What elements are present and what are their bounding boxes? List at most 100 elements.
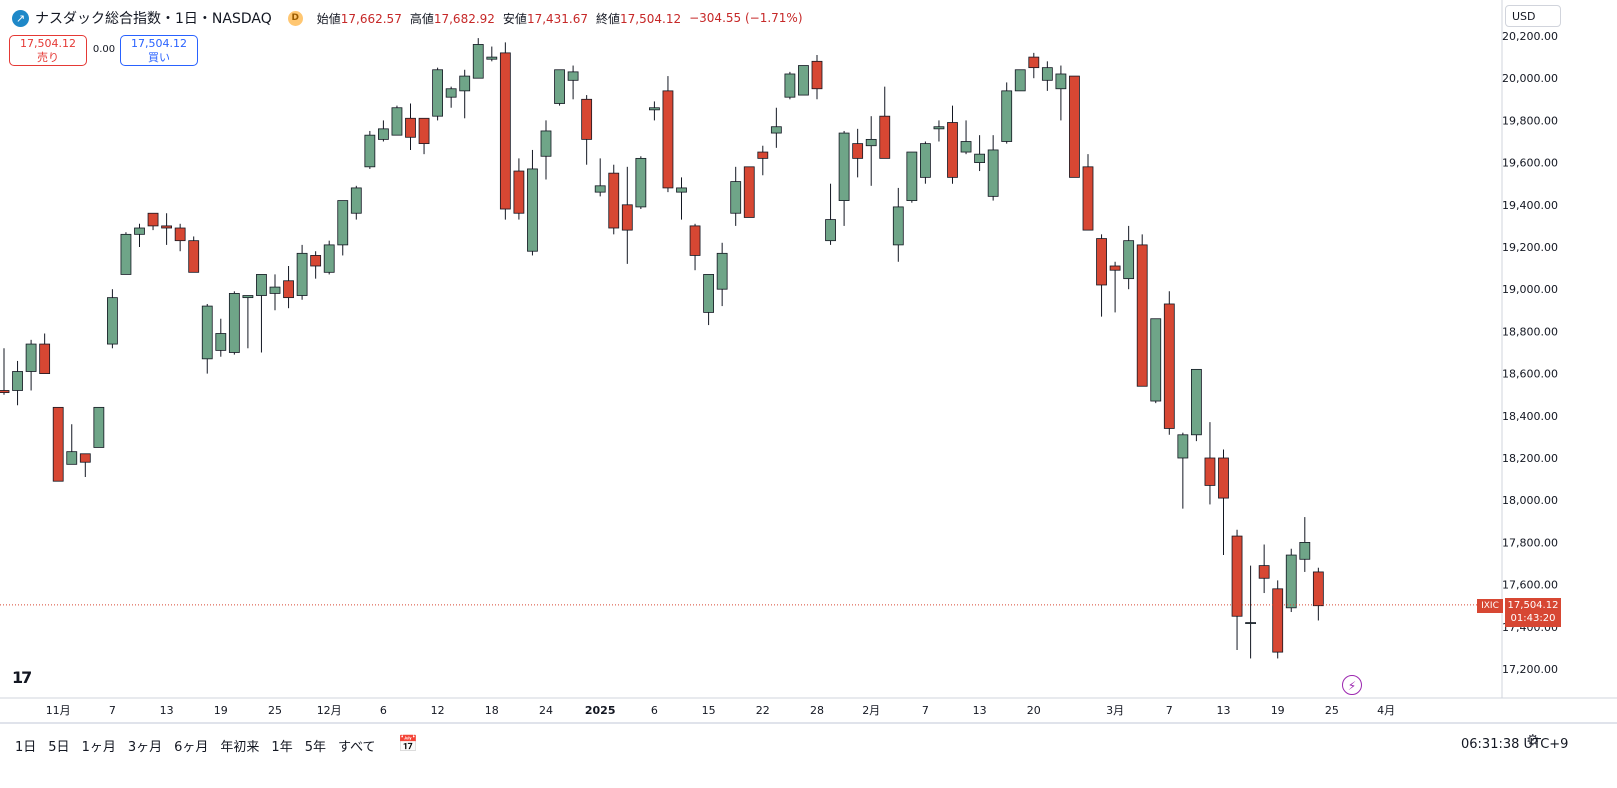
time-tick-label: 6 [380, 704, 387, 717]
candle [527, 149, 538, 256]
candle [201, 303, 213, 374]
price-tick-label: 19,000.00 [1502, 283, 1558, 296]
candle [770, 107, 782, 148]
low-value: 安値17,431.67 [502, 11, 589, 26]
candle [1299, 517, 1311, 572]
candle [594, 158, 606, 197]
tradingview-logo[interactable]: 17 [12, 668, 32, 687]
candle [1177, 432, 1189, 509]
candle [1163, 291, 1175, 435]
time-tick-label: 7 [109, 704, 116, 717]
candle [838, 130, 850, 226]
time-tick-label: 24 [539, 704, 553, 717]
lightning-icon[interactable]: ⚡ [1342, 675, 1362, 695]
time-tick-label: 28 [810, 704, 824, 717]
range-all[interactable]: すべて [337, 740, 376, 755]
range-5y[interactable]: 5年 [304, 740, 326, 755]
buy-label: 買い [148, 51, 170, 64]
candle [662, 76, 674, 193]
candle [811, 54, 823, 100]
spread-value: 0.00 [92, 44, 116, 55]
candle [1014, 69, 1026, 92]
candle [337, 200, 349, 256]
candle [323, 240, 335, 275]
candle [1109, 261, 1121, 313]
buy-button[interactable]: 17,504.12 買い [120, 35, 198, 66]
last-price-tag: 17,504.12 01:43:20 [1505, 598, 1561, 627]
candle [1204, 422, 1216, 505]
price-tick-label: 18,400.00 [1502, 410, 1558, 423]
price-tick-label: 18,600.00 [1502, 368, 1558, 381]
candle [310, 251, 322, 279]
calendar-icon[interactable]: 📅 [398, 734, 418, 753]
time-tick-label: 6 [651, 704, 658, 717]
price-tick-label: 17,600.00 [1502, 579, 1558, 592]
bar-countdown: 01:43:20 [1510, 613, 1556, 624]
candle [350, 185, 362, 220]
price-tick-label: 19,600.00 [1502, 157, 1558, 170]
candle [852, 128, 864, 178]
currency-selector[interactable]: USD [1505, 5, 1561, 27]
candle [1285, 548, 1297, 613]
time-tick-label: 15 [702, 704, 716, 717]
time-axis[interactable]: 11月 7 13 19 25 12月 6 12 18 24 2025 6 15 22 28 2月 7 13 20 3月… [46, 704, 1395, 717]
open-value: 始値17,662.57 [316, 11, 402, 26]
candle [784, 71, 796, 100]
candle [134, 223, 145, 247]
sell-label: 売り [37, 51, 59, 64]
time-tick-label: 7 [1166, 704, 1173, 717]
last-price-value: 17,504.12 [1507, 600, 1559, 611]
time-tick-label: 18 [485, 704, 499, 717]
candle [892, 187, 904, 262]
candle [1069, 75, 1080, 178]
time-tick-label: 12月 [317, 704, 342, 717]
time-tick-label: 19 [214, 704, 228, 717]
candle [1272, 580, 1284, 659]
price-tick-label: 17,200.00 [1502, 663, 1558, 676]
range-5d[interactable]: 5日 [48, 740, 70, 755]
candle [269, 274, 281, 311]
price-axis[interactable]: 17,200.0017,400.0017,600.0017,800.0018,0… [1502, 30, 1558, 676]
candle [757, 145, 769, 176]
candle [1001, 82, 1013, 144]
candle [621, 166, 633, 264]
candle [960, 120, 972, 155]
time-tick-label: 7 [922, 704, 929, 717]
candle [947, 105, 958, 184]
candle [391, 105, 403, 136]
candle [107, 289, 118, 349]
sell-price: 17,504.12 [20, 37, 76, 50]
chart-header: ↗ ナスダック総合指数・1日・NASDAQ D 始値17,662.57 高値17… [12, 8, 803, 28]
candle [364, 130, 376, 169]
range-3m[interactable]: 3ヶ月 [127, 740, 163, 755]
price-tick-label: 19,400.00 [1502, 199, 1558, 212]
time-tick-label: 22 [756, 704, 770, 717]
trend-icon[interactable]: ↗ [12, 9, 29, 27]
candle [1312, 567, 1324, 621]
candle [608, 164, 620, 235]
range-1m[interactable]: 1ヶ月 [81, 740, 116, 755]
candle [1028, 52, 1040, 79]
time-tick-label: 4月 [1377, 704, 1395, 717]
candle [1218, 449, 1229, 556]
candle [405, 103, 416, 150]
high-value: 高値17,682.92 [409, 11, 495, 26]
candle [39, 333, 51, 374]
clock-readout[interactable]: 06:31:38 UTC+9 [1461, 737, 1569, 752]
range-1y[interactable]: 1年 [271, 740, 293, 755]
gear-icon[interactable]: ⚙ [1526, 731, 1540, 749]
range-6m[interactable]: 6ヶ月 [174, 740, 209, 755]
candle [798, 65, 809, 96]
candle [1041, 61, 1053, 91]
range-ytd[interactable]: 年初来 [220, 740, 260, 755]
symbol-title[interactable]: ナスダック総合指数・1日・NASDAQ [35, 11, 272, 27]
range-1d[interactable]: 1日 [15, 740, 37, 755]
candle [1123, 225, 1135, 290]
sell-button[interactable]: 17,504.12 売り [9, 35, 87, 66]
candle [52, 406, 64, 482]
candle [418, 117, 430, 155]
time-tick-label: 3月 [1106, 704, 1124, 717]
candle [1082, 154, 1094, 231]
candle [879, 86, 891, 159]
candlestick-chart[interactable]: 17,200.0017,400.0017,600.0017,800.0018,0… [0, 0, 1617, 722]
